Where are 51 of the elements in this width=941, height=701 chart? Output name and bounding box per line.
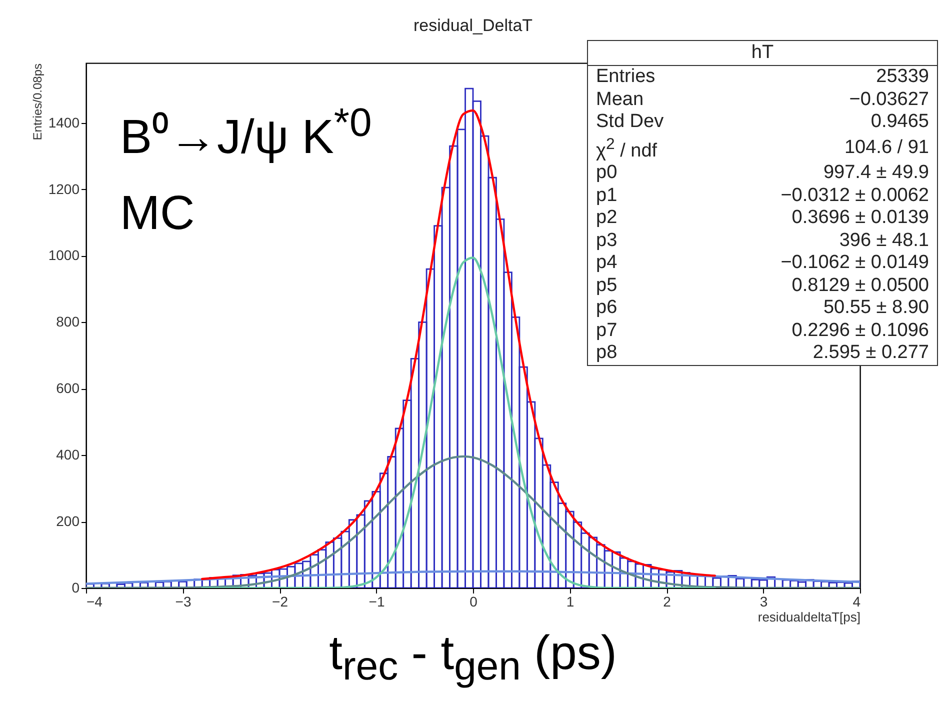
annotation: Mean	[595, 88, 645, 111]
annotation: 2.595 ± 0.277	[812, 342, 930, 365]
x-tick-label: 4	[852, 594, 861, 610]
y-tick-label: 800	[56, 314, 80, 330]
text: hT	[588, 41, 937, 66]
x-tick-label: −3	[175, 594, 192, 610]
annotation: 0.2296 ± 0.1096	[790, 320, 930, 342]
annotation: p1	[595, 184, 618, 208]
y-tick-label: 0	[72, 580, 80, 596]
annotation: p4	[595, 252, 618, 275]
y-tick-label: 1200	[48, 180, 80, 197]
text: 0.9465	[870, 111, 930, 134]
text: 25339	[875, 66, 930, 88]
x-tick-label: −1	[368, 594, 385, 610]
x-tick-label: 3	[760, 594, 768, 610]
annotation: Std Dev	[595, 111, 665, 134]
annotation: B⁰→J/ψ K$^{*0}$	[120, 101, 372, 164]
annotation: p3	[595, 230, 618, 252]
annotation: Entries	[595, 66, 656, 88]
annotation: 0.3696 ± 0.0139	[790, 207, 930, 230]
annotation: p8	[595, 342, 618, 365]
annotation: χ$^{2}$ / ndf	[595, 134, 658, 162]
annotation: 0.8129 ± 0.0500	[790, 274, 930, 298]
line-series	[201, 256, 716, 588]
x-tick-label: 1	[566, 594, 574, 610]
annotation: 997.4 ± 49.9	[822, 162, 930, 185]
x-tick-label: 0	[470, 594, 478, 610]
chart-title: residual_DeltaT	[413, 16, 533, 35]
x-axis-title: residualdeltaT[ps]	[758, 610, 860, 624]
annotation: p5	[595, 274, 618, 298]
annotation: −0.03627	[848, 88, 930, 111]
annotation: p2	[595, 207, 618, 230]
text: t$_{rec}$ - t$_{gen}$ (ps)	[328, 627, 618, 689]
annotation: −0.1062 ± 0.0149	[780, 252, 930, 275]
annotation: 50.55 ± 8.90	[822, 297, 930, 320]
y-tick-label: 200	[56, 513, 80, 530]
x-tick-label: −2	[272, 594, 288, 610]
y-tick-label: 600	[56, 380, 80, 396]
annotation: 396 ± 48.1	[838, 230, 930, 252]
x-tick-label: 2	[663, 594, 672, 610]
annotation: p6	[595, 297, 618, 320]
annotation: 104.6 / 91	[843, 136, 930, 160]
annotation: −0.0312 ± 0.0062	[780, 184, 930, 208]
y-axis-title: Entries/0.08ps	[30, 64, 44, 140]
y-tick-label: 1000	[48, 247, 80, 264]
annotation: MC	[120, 187, 195, 240]
annotation: p0	[595, 162, 618, 185]
x-tick-label: −4	[86, 594, 103, 610]
annotation: p7	[595, 320, 618, 342]
y-tick-label: 1400	[48, 114, 80, 130]
y-tick-label: 400	[56, 446, 80, 463]
